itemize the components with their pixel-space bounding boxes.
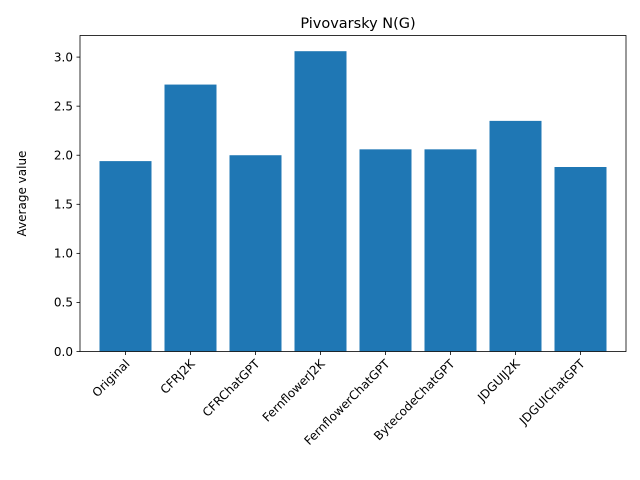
x-axis: Original CFRJ2K CFRChatGPTFernflowerJ2KFer… (90, 351, 588, 448)
y-tick-label: 0.5 (54, 296, 73, 310)
x-tick-label: FernflowerJ2K (260, 356, 329, 425)
x-tick-label: CFRChatGPT (200, 356, 263, 419)
bar-bytecodechatgpt (424, 149, 477, 352)
x-tick-label: Original (90, 357, 133, 400)
chart-title: Pivovarsky N(G) (300, 16, 415, 32)
y-tick-label: 0.0 (54, 345, 73, 359)
bar-cfrj2k (164, 84, 217, 352)
x-tick-label: CFRJ2K (158, 356, 199, 397)
bar-fernflowerchatgpt (359, 149, 412, 352)
y-tick-label: 2.0 (54, 149, 73, 163)
y-tick-label: 1.5 (54, 198, 73, 212)
bar-fernflowerj2k (294, 51, 347, 352)
y-tick-label: 3.0 (54, 50, 73, 64)
x-tick-label: JDGUIChatGPT (516, 356, 588, 428)
bars-layer (99, 51, 607, 352)
bar-cfrchatgpt (229, 155, 282, 352)
x-tick-label: JDGUIJ2K (474, 356, 523, 405)
y-axis: 0.0 0.5 1.0 1.5 2.0 2.5 3.0 (54, 50, 80, 359)
y-tick-label: 1.0 (54, 247, 73, 261)
bar-original (99, 161, 152, 352)
y-tick-label: 2.5 (54, 99, 73, 113)
bar-jdguichatgpt (554, 167, 607, 352)
plot-frame (79, 35, 627, 352)
bar-jdguij2k (489, 120, 542, 352)
y-axis-label: Average value (15, 151, 29, 237)
